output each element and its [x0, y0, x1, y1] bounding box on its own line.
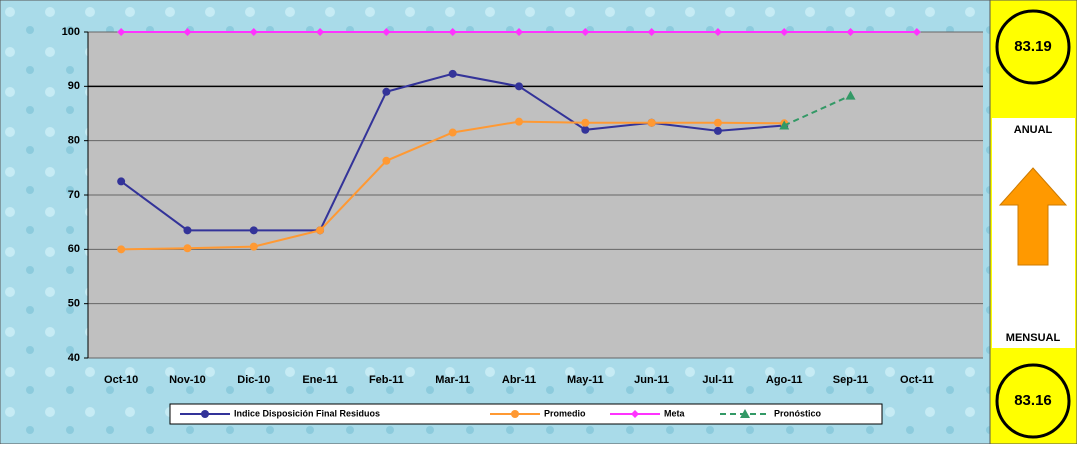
point — [117, 245, 126, 254]
y-tick-label: 40 — [68, 352, 80, 364]
y-tick-label: 60 — [68, 243, 80, 255]
point — [845, 90, 856, 100]
point — [201, 410, 209, 418]
x-tick-label: Ene-11 — [302, 374, 337, 386]
x-tick-label: Jun-11 — [634, 374, 669, 386]
point — [515, 82, 523, 91]
y-tick-label: 50 — [68, 298, 80, 310]
x-tick-label: Feb-11 — [369, 374, 404, 386]
legend-label: Indice Disposición Final Residuos — [234, 408, 380, 418]
point — [249, 28, 258, 36]
series-line — [783, 94, 851, 127]
point — [382, 28, 391, 36]
point — [183, 28, 192, 36]
point — [647, 28, 656, 36]
legend-label: Pronóstico — [774, 408, 822, 418]
point — [316, 226, 325, 235]
point — [713, 118, 722, 127]
x-tick-label: Dic-10 — [237, 374, 270, 386]
x-tick-label: Jul-11 — [702, 374, 733, 386]
y-tick-label: 70 — [68, 189, 80, 201]
point — [448, 69, 457, 78]
y-tick-label: 90 — [68, 80, 80, 92]
point — [713, 126, 722, 135]
point — [382, 87, 391, 96]
x-tick-label: Oct-10 — [104, 374, 138, 386]
point — [382, 156, 391, 165]
point — [316, 28, 325, 36]
point — [780, 28, 789, 36]
point — [647, 118, 656, 127]
annual-label: ANUAL — [1014, 124, 1053, 136]
legend-label: Promedio — [544, 408, 586, 418]
annual-circle — [995, 9, 1071, 85]
point — [581, 125, 590, 134]
point — [511, 410, 519, 418]
point — [846, 28, 855, 36]
x-tick-label: Mar-11 — [435, 374, 470, 386]
point — [117, 177, 126, 186]
x-tick-label: Abr-11 — [502, 374, 536, 386]
point — [183, 244, 192, 253]
x-tick-label: Oct-11 — [900, 374, 934, 386]
point — [183, 226, 192, 235]
point — [581, 28, 590, 36]
point — [713, 28, 722, 36]
y-tick-label: 100 — [62, 26, 80, 38]
monthly-circle — [995, 363, 1071, 439]
point — [740, 409, 750, 418]
point — [249, 242, 258, 251]
legend-label: Meta — [664, 408, 685, 418]
x-tick-label: Sep-11 — [833, 374, 868, 386]
point — [581, 118, 590, 127]
point — [779, 120, 790, 130]
point — [249, 226, 258, 235]
y-tick-label: 80 — [68, 135, 80, 147]
point — [515, 28, 523, 36]
point — [448, 128, 457, 137]
point — [912, 28, 921, 36]
x-tick-label: Ago-11 — [766, 374, 803, 386]
point — [515, 117, 523, 126]
trend-arrow — [998, 167, 1068, 266]
monthly-label: MENSUAL — [1006, 332, 1061, 344]
x-tick-label: May-11 — [567, 374, 604, 386]
point — [448, 28, 457, 36]
point — [631, 410, 639, 418]
annual-value: 83.19 — [1014, 38, 1052, 55]
point — [117, 28, 126, 36]
x-tick-label: Nov-10 — [169, 374, 206, 386]
monthly-value: 83.16 — [1014, 392, 1052, 409]
